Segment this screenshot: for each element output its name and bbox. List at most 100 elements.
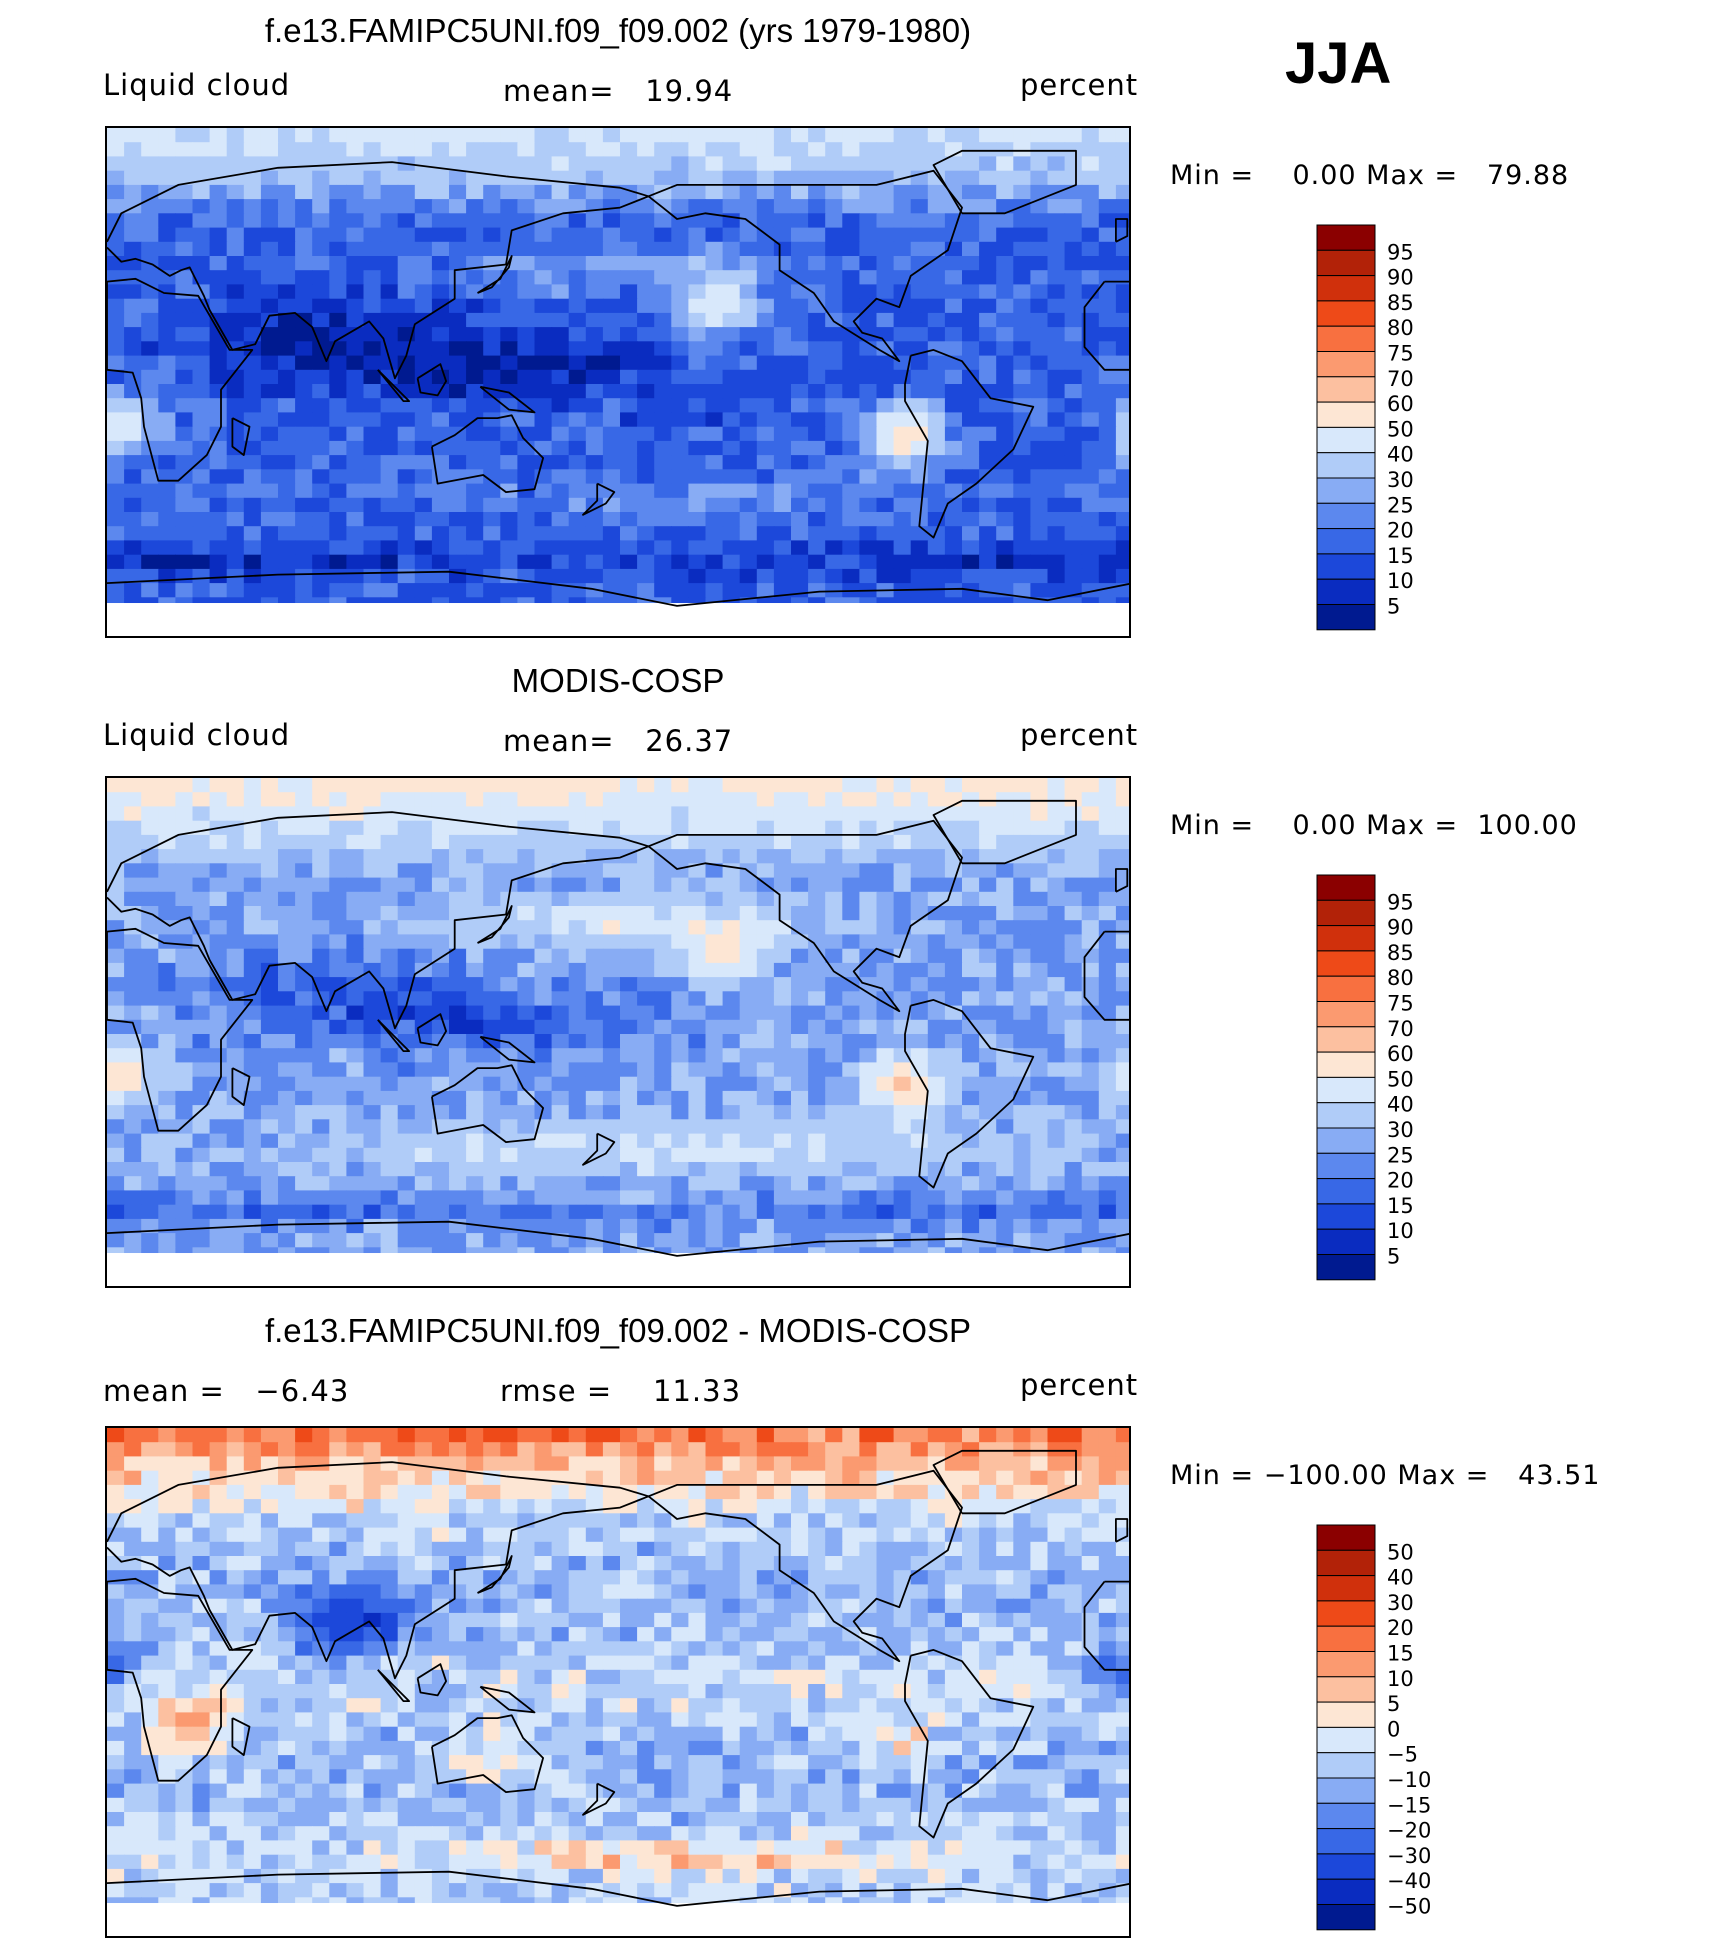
coastline bbox=[1115, 1518, 1129, 1543]
colorbar-swatch bbox=[1316, 426, 1376, 454]
panel-3-map-canvas bbox=[107, 1428, 1129, 1936]
coastline bbox=[377, 1669, 410, 1702]
coastline bbox=[647, 819, 963, 1013]
colorbar-swatch bbox=[1316, 1152, 1376, 1180]
colorbar-swatch bbox=[1316, 224, 1376, 251]
colorbar-tick-label: 50 bbox=[1387, 1540, 1414, 1564]
missing-data-area bbox=[107, 1253, 1129, 1286]
colorbar-tick-label: 75 bbox=[1387, 342, 1414, 366]
colorbar-swatch bbox=[1316, 1828, 1376, 1855]
colorbar-tick-label: 50 bbox=[1387, 417, 1414, 441]
colorbar-swatch bbox=[1316, 528, 1376, 555]
colorbar-tick-label: 95 bbox=[1387, 240, 1414, 264]
colorbar-tick-label: 60 bbox=[1387, 1042, 1414, 1066]
panel-2-map bbox=[105, 776, 1131, 1288]
colorbar-swatch bbox=[1316, 1651, 1376, 1678]
coastline bbox=[107, 1577, 254, 1782]
colorbar-tick-label: 85 bbox=[1387, 291, 1414, 315]
panel-3-minmax: Min = −100.00 Max = 43.51 bbox=[1170, 1460, 1601, 1491]
colorbar-swatch bbox=[1316, 1625, 1376, 1652]
colorbar-swatch bbox=[1316, 401, 1376, 428]
coastline bbox=[416, 1013, 447, 1047]
colorbar-swatch bbox=[1316, 351, 1376, 378]
colorbar-tick-label: 50 bbox=[1387, 1067, 1414, 1091]
panel-3-title: f.e13.FAMIPC5UNI.f09_f09.002 - MODIS-COS… bbox=[264, 1312, 972, 1349]
coastline bbox=[107, 927, 254, 1132]
colorbar-tick-label: −15 bbox=[1387, 1793, 1431, 1817]
colorbar-tick-label: 30 bbox=[1387, 1591, 1414, 1615]
colorbar-swatch bbox=[1316, 275, 1376, 302]
coastline bbox=[231, 1717, 251, 1756]
colorbar-swatch bbox=[1316, 249, 1376, 277]
panel-2-mean-label: mean= 26.37 bbox=[503, 724, 734, 758]
colorbar-swatch bbox=[1316, 1127, 1376, 1154]
colorbar-tick-label: 20 bbox=[1387, 519, 1414, 543]
colorbar-tick-label: 5 bbox=[1387, 595, 1400, 619]
colorbar-tick-label: 80 bbox=[1387, 966, 1414, 990]
coastline bbox=[416, 1663, 447, 1697]
colorbar-swatch bbox=[1316, 1102, 1376, 1129]
colorbar-tick-label: 10 bbox=[1387, 569, 1414, 593]
panel-3-colorbar: 50 40 30 20 15 10 5 0 −5 −10 −15 −20 −30 −40 −50 bbox=[1316, 1524, 1457, 1933]
panel-1-minmax: Min = 0.00 Max = 79.88 bbox=[1170, 160, 1570, 191]
colorbar-swatch bbox=[1316, 1726, 1376, 1754]
coastline bbox=[647, 169, 963, 363]
colorbar-swatch bbox=[1316, 477, 1376, 504]
colorbar-swatch bbox=[1316, 376, 1376, 403]
colorbar-swatch bbox=[1316, 1026, 1376, 1053]
colorbar-tick-label: 20 bbox=[1387, 1169, 1414, 1193]
coastline bbox=[431, 414, 544, 493]
coastline bbox=[1083, 930, 1129, 1021]
coastline bbox=[377, 369, 410, 402]
colorbar-tick-label: 0 bbox=[1387, 1717, 1400, 1741]
colorbar-swatch bbox=[1316, 1878, 1376, 1906]
colorbar-swatch bbox=[1316, 1752, 1376, 1779]
colorbar-swatch bbox=[1316, 950, 1376, 977]
panel-2-variable-label: Liquid cloud bbox=[103, 718, 291, 752]
colorbar-tick-label: −40 bbox=[1387, 1869, 1431, 1893]
colorbar-tick-label: 5 bbox=[1387, 1692, 1400, 1716]
coastline bbox=[479, 1035, 536, 1064]
colorbar-swatch bbox=[1316, 1051, 1376, 1078]
coastline bbox=[477, 905, 513, 944]
colorbar-swatch bbox=[1316, 1178, 1376, 1205]
colorbar-swatch bbox=[1316, 1853, 1376, 1880]
colorbar-swatch bbox=[1316, 975, 1376, 1002]
panel-3-mean-label: mean = −6.43 bbox=[103, 1374, 350, 1408]
coastline bbox=[477, 1555, 513, 1594]
coastline bbox=[107, 1461, 650, 1680]
colorbar-swatch bbox=[1316, 1254, 1376, 1281]
coastlines bbox=[107, 1449, 1129, 1907]
coastline bbox=[231, 417, 251, 456]
colorbar-swatch bbox=[1316, 553, 1376, 580]
coastline bbox=[107, 161, 650, 380]
contour-field bbox=[107, 1428, 1129, 1913]
colorbar-tick-label: 10 bbox=[1387, 1667, 1414, 1691]
panel-1-map bbox=[105, 126, 1131, 638]
coastline bbox=[1115, 218, 1129, 243]
coastlines bbox=[107, 149, 1129, 607]
panel-2-title: MODIS-COSP bbox=[511, 662, 725, 699]
colorbar-swatch bbox=[1316, 1802, 1376, 1830]
colorbar-swatch bbox=[1316, 578, 1376, 606]
colorbar-swatch bbox=[1316, 1904, 1376, 1931]
panel-3-map bbox=[105, 1426, 1131, 1938]
colorbar-swatch bbox=[1316, 604, 1376, 631]
coastline bbox=[107, 1220, 1129, 1257]
colorbar-tick-label: 25 bbox=[1387, 493, 1414, 517]
colorbar-tick-label: 15 bbox=[1387, 544, 1414, 568]
colorbar-tick-label: −20 bbox=[1387, 1819, 1431, 1843]
colorbar-tick-label: 70 bbox=[1387, 367, 1414, 391]
colorbar-tick-label: 30 bbox=[1387, 468, 1414, 492]
colorbar-swatch bbox=[1316, 1228, 1376, 1256]
missing-data-area bbox=[107, 1903, 1129, 1936]
colorbar-swatch bbox=[1316, 1203, 1376, 1230]
colorbar-swatch bbox=[1316, 1701, 1376, 1728]
colorbar-swatch bbox=[1316, 925, 1376, 952]
colorbar-swatch bbox=[1316, 300, 1376, 327]
colorbar-swatch bbox=[1316, 899, 1376, 927]
coastline bbox=[582, 1782, 616, 1816]
colorbar-swatch bbox=[1316, 1549, 1376, 1577]
